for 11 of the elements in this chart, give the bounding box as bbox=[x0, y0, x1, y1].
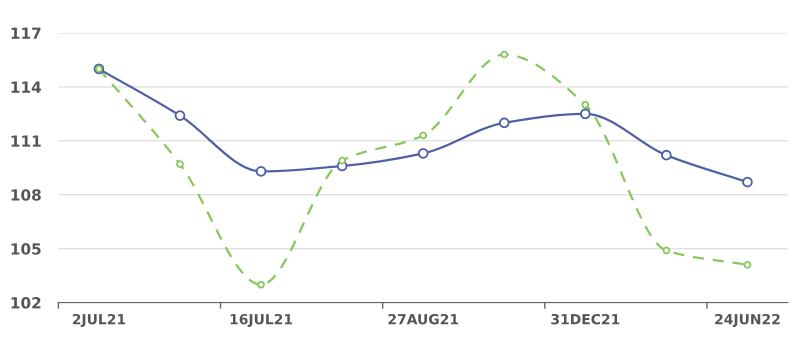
x-tick-label: 31DEC21 bbox=[551, 314, 620, 324]
y-tick-label: 102 bbox=[12, 297, 40, 309]
x-tick-label: 16JUL21 bbox=[230, 314, 292, 328]
y-tick-label: 111 bbox=[12, 135, 41, 147]
y-tick-label: 114 bbox=[12, 82, 42, 93]
y-tick-label: 105 bbox=[12, 243, 41, 255]
x-tick-label: 2JUL21 bbox=[72, 314, 126, 328]
x-tick-label: 27AUG21 bbox=[388, 314, 458, 324]
y-tick-label: 117 bbox=[12, 28, 41, 39]
x-tick-label: 24JUN22 bbox=[715, 314, 780, 328]
y-tick-label: 108 bbox=[12, 189, 41, 201]
